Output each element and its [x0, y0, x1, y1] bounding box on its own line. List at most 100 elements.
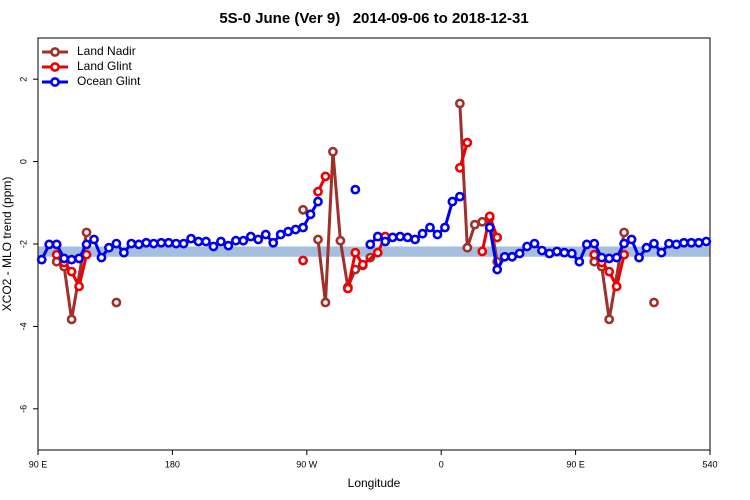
data-point	[604, 253, 615, 264]
legend-marker	[50, 77, 60, 87]
y-tick-label: -4	[18, 322, 28, 330]
data-point	[51, 249, 62, 260]
data-point	[686, 237, 697, 248]
data-point	[619, 249, 630, 260]
x-axis-label: Longitude	[348, 476, 401, 490]
data-point	[268, 237, 279, 248]
data-point	[104, 242, 114, 253]
data-point	[36, 254, 47, 265]
data-point	[74, 253, 84, 264]
data-point	[335, 235, 346, 246]
data-point	[604, 266, 615, 277]
data-point	[462, 137, 473, 148]
data-point	[410, 234, 420, 245]
data-point	[238, 235, 249, 246]
data-point	[253, 234, 264, 245]
data-point	[350, 184, 361, 195]
data-point	[649, 297, 659, 308]
data-point	[59, 253, 70, 264]
data-point	[469, 219, 480, 230]
data-point	[66, 314, 77, 325]
data-point	[133, 239, 144, 250]
data-point	[649, 238, 659, 249]
data-point	[245, 231, 256, 242]
data-point	[178, 238, 189, 249]
data-point	[544, 248, 555, 259]
data-point	[574, 256, 585, 267]
data-point	[604, 314, 615, 325]
data-point	[537, 245, 547, 256]
data-point	[320, 297, 331, 308]
legend-label: Land Nadir	[77, 44, 136, 58]
data-point	[387, 232, 398, 243]
data-point	[447, 196, 458, 207]
data-point	[656, 247, 667, 258]
legend-marker	[50, 62, 60, 72]
data-point	[350, 247, 361, 258]
x-tick-label: 90 E	[29, 459, 48, 469]
y-axis-label: XCO2 - MLO trend (ppm)	[0, 177, 14, 312]
data-point	[477, 246, 488, 257]
data-point	[44, 239, 55, 250]
legend-label: Land Glint	[77, 59, 132, 73]
data-point	[611, 252, 622, 263]
data-point	[701, 236, 712, 247]
data-point	[581, 239, 592, 250]
data-point	[74, 281, 84, 292]
data-point	[148, 238, 159, 249]
data-point	[96, 252, 107, 263]
chart-title: 5S-0 June (Ver 9) 2014-09-06 to 2018-12-…	[219, 10, 528, 27]
data-point	[693, 237, 704, 248]
data-point	[313, 196, 323, 207]
y-tick-label: 0	[18, 159, 28, 164]
x-tick-label: 90 E	[566, 459, 585, 469]
data-point	[499, 251, 510, 262]
data-point	[365, 239, 376, 250]
data-point	[313, 234, 323, 245]
x-tick-label: 180	[165, 459, 180, 469]
data-point	[372, 247, 383, 258]
data-point	[208, 241, 219, 252]
data-point	[596, 252, 607, 263]
data-point	[193, 236, 204, 247]
series-line	[55, 142, 626, 291]
data-point	[462, 242, 473, 253]
data-point	[342, 283, 353, 294]
data-point	[171, 238, 182, 249]
data-point	[283, 226, 294, 237]
y-tick-label: -2	[18, 240, 28, 248]
data-point	[484, 211, 495, 222]
data-point	[626, 234, 637, 245]
legend-marker	[50, 47, 60, 57]
data-point	[298, 222, 308, 233]
y-tick-label: -6	[18, 405, 28, 413]
legend-label: Ocean Glint	[77, 74, 141, 88]
data-point	[156, 237, 167, 248]
data-point	[111, 297, 122, 308]
data-point	[566, 248, 577, 259]
data-point	[611, 281, 622, 292]
data-point	[328, 146, 338, 157]
data-point	[141, 237, 152, 248]
data-point	[230, 235, 241, 246]
data-point	[678, 237, 689, 248]
data-point	[634, 252, 644, 263]
data-point	[298, 255, 308, 266]
x-tick-label: 540	[702, 459, 717, 469]
data-point	[298, 204, 308, 215]
y-tick-label: 2	[18, 77, 28, 82]
data-point	[81, 239, 92, 250]
data-point	[589, 249, 600, 260]
data-point	[163, 237, 174, 248]
data-point	[492, 264, 503, 275]
data-point	[619, 238, 630, 249]
data-point	[432, 229, 443, 240]
data-point	[671, 239, 682, 250]
data-point	[81, 249, 92, 260]
data-point	[417, 228, 428, 239]
data-point	[305, 209, 316, 220]
data-point	[425, 222, 435, 233]
x-tick-label: 0	[439, 459, 444, 469]
data-point	[66, 254, 77, 265]
